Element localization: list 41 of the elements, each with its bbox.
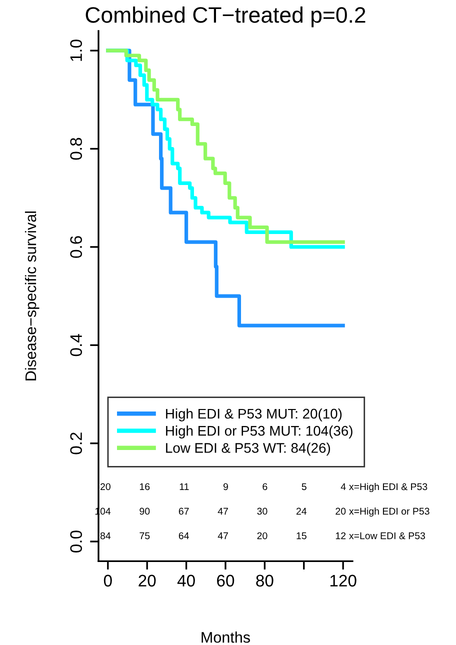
annotation: x=Low EDI & P53	[349, 532, 425, 540]
chart-title: Combined CT−treated p=0.2	[86, 6, 366, 28]
y-tick-label: 0.4	[70, 334, 82, 356]
annotation: 20	[336, 508, 346, 515]
annotation: 84	[100, 532, 111, 540]
legend-label: High EDI & P53 MUT: 20(10)	[166, 408, 342, 422]
annotation: 11	[180, 483, 189, 490]
annotation: 16	[140, 483, 150, 490]
annotation: 24	[296, 508, 307, 515]
x-tick-label: 40	[177, 574, 195, 587]
annotation: 47	[218, 532, 228, 540]
annotation: 12	[336, 532, 346, 540]
x-tick-label: 20	[138, 574, 156, 587]
annotation: 47	[218, 508, 228, 515]
legend-label: High EDI or P53 MUT: 104(36)	[166, 426, 352, 438]
x-tick-label: 0	[104, 574, 112, 587]
annotation: 15	[296, 532, 306, 540]
annotation: 5	[302, 483, 306, 490]
y-tick-label: 0.2	[70, 432, 82, 454]
annotation: 9	[223, 483, 228, 490]
annotation: 64	[178, 532, 189, 540]
legend-label: Low EDI & P53 WT: 84(26)	[166, 442, 330, 456]
x-axis-title: Months	[202, 632, 250, 643]
y-tick-label: 0.0	[70, 530, 82, 552]
annotation: 20	[100, 483, 110, 490]
annotation: 6	[262, 483, 268, 490]
x-tick-label: 60	[217, 574, 234, 587]
x-tick-label: 80	[256, 574, 274, 587]
x-tick-label: 120	[330, 574, 356, 587]
annotation: 75	[140, 532, 150, 540]
annotation: 4	[340, 483, 346, 490]
annotation: x=High EDI or P53	[349, 508, 430, 517]
annotation: 90	[140, 508, 150, 515]
y-tick-label: 1.0	[70, 40, 82, 61]
annotation: x=High EDI & P53	[349, 482, 428, 492]
y-tick-label: 0.6	[70, 236, 82, 258]
y-tick-label: 0.8	[70, 138, 82, 160]
annotation: 67	[178, 508, 189, 515]
annotation: 20	[257, 532, 268, 540]
y-axis-title: Disease−specific survival	[24, 212, 40, 380]
annotation: 30	[257, 508, 268, 515]
